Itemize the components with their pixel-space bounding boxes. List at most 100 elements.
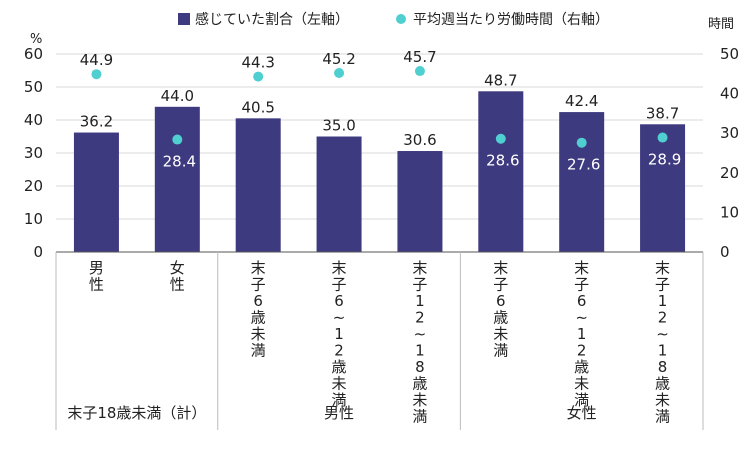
group-label: 男性 (324, 404, 354, 422)
dot (657, 132, 668, 143)
left-tick-label: 40 (24, 111, 43, 129)
category-label-char: 6 (253, 292, 263, 310)
category-label-char: 子 (412, 276, 427, 294)
legend-dot-label: 平均週当たり労働時間（右軸） (413, 12, 609, 28)
bar-value-label: 48.7 (484, 71, 517, 89)
category-label-char: 満 (655, 408, 670, 426)
category-label-char: 8 (415, 358, 425, 376)
bar-value-label: 35.0 (322, 117, 355, 135)
dot-value-label: 28.9 (648, 151, 681, 169)
legend: 感じていた割合（左軸） 平均週当たり労働時間（右軸） (178, 11, 609, 28)
left-tick-label: 30 (24, 144, 43, 162)
category-label-char: 未 (412, 391, 427, 409)
category-label-char: 2 (415, 309, 425, 327)
category-label-char: 性 (170, 276, 185, 294)
category-label: 末子 6 ∼ 1 2 歳未満 (574, 259, 589, 409)
right-tick-label: 30 (720, 124, 739, 142)
category-label-char: 子 (493, 276, 508, 294)
category-label-char: 末 (251, 259, 266, 277)
category-label-char: 8 (658, 358, 668, 376)
category-label-char: 1 (658, 292, 668, 310)
category-label-char: 未 (332, 375, 347, 393)
legend-bar-swatch (178, 13, 190, 25)
bar-value-label: 42.4 (565, 92, 598, 110)
right-tick-label: 10 (720, 203, 739, 221)
bar-value-label: 40.5 (241, 98, 274, 116)
right-tick-label: 40 (720, 85, 739, 103)
category-label-char: 歳 (493, 309, 508, 327)
category-label-char: 末 (574, 259, 589, 277)
category-label: 末子 6 歳未満 (251, 259, 266, 360)
dot (172, 134, 183, 145)
dot-labels: 44.9 28.4 44.3 45.2 45.7 28.6 27.6 28.9 (80, 48, 682, 174)
bars (73, 91, 686, 252)
category-label-char: 性 (89, 276, 104, 294)
category-label-char: 子 (655, 276, 670, 294)
category-label: 末子 1 2 ∼ 1 8 歳未満 (412, 259, 427, 426)
category-label-char: 6 (577, 292, 587, 310)
bar (235, 118, 281, 252)
bar-labels: 36.2 44.0 40.5 35.0 30.6 48.7 42.4 38.7 (80, 71, 680, 149)
group-label: 女性 (567, 404, 597, 422)
category-label-char: ∼ (656, 325, 669, 343)
category-label-char: 末 (332, 259, 347, 277)
category-label-char: 子 (574, 276, 589, 294)
bar-value-label: 36.2 (80, 113, 113, 131)
category-label-char: 歳 (574, 358, 589, 376)
dot (576, 137, 587, 148)
category-label: 男性 (89, 259, 104, 294)
category-label-char: 未 (251, 325, 266, 343)
category-label-char: 満 (332, 391, 347, 409)
dot-value-label: 44.3 (241, 54, 274, 72)
legend-bar-label: 感じていた割合（左軸） (195, 11, 349, 28)
category-label-char: 末 (655, 259, 670, 277)
category-label-char: ∼ (414, 325, 427, 343)
dot (91, 69, 102, 80)
category-label: 女性 (170, 259, 185, 294)
category-label: 末子 6 ∼ 1 2 歳未満 (332, 259, 347, 409)
left-tick-label: 10 (24, 210, 43, 228)
bar (316, 136, 362, 252)
category-label-char: 子 (251, 276, 266, 294)
right-axis-unit: 時間 (708, 17, 734, 32)
bar (397, 151, 443, 252)
category-label-char: 6 (496, 292, 506, 310)
category-label-char: 満 (251, 342, 266, 360)
category-label-char: 未 (574, 375, 589, 393)
bar (154, 106, 200, 252)
dot-value-label: 44.9 (80, 51, 113, 69)
category-label-char: 未 (655, 391, 670, 409)
dot-value-label: 45.2 (322, 50, 355, 68)
left-tick-label: 20 (24, 177, 43, 195)
left-axis-unit: % (30, 32, 42, 47)
dot-value-label: 28.4 (163, 153, 196, 171)
left-tick-label: 60 (24, 45, 43, 63)
category-label-char: 2 (334, 342, 344, 360)
category-label-char: 1 (415, 292, 425, 310)
category-label-char: 女 (170, 259, 185, 277)
category-label-char: 2 (658, 309, 668, 327)
bar (559, 112, 605, 252)
dot (334, 68, 345, 79)
dot (495, 133, 506, 144)
category-label-char: 1 (415, 342, 425, 360)
category-label: 末子 6 歳未満 (493, 259, 508, 360)
bar (640, 124, 686, 252)
category-label-char: 1 (577, 325, 587, 343)
category-label-char: 歳 (412, 375, 427, 393)
category-label-char: 末 (493, 259, 508, 277)
category-label-char: 歳 (332, 358, 347, 376)
bar-value-label: 38.7 (646, 104, 679, 122)
dots (91, 66, 668, 148)
grid (56, 53, 703, 220)
right-tick-label: 20 (720, 164, 739, 182)
dot (414, 66, 425, 77)
right-tick-label: 50 (720, 45, 739, 63)
bar-value-label: 44.0 (161, 87, 194, 105)
bar (478, 91, 524, 252)
category-label-char: 1 (334, 325, 344, 343)
dot (253, 71, 264, 82)
category-label-char: ∼ (575, 309, 588, 327)
dot-value-label: 28.6 (486, 152, 519, 170)
